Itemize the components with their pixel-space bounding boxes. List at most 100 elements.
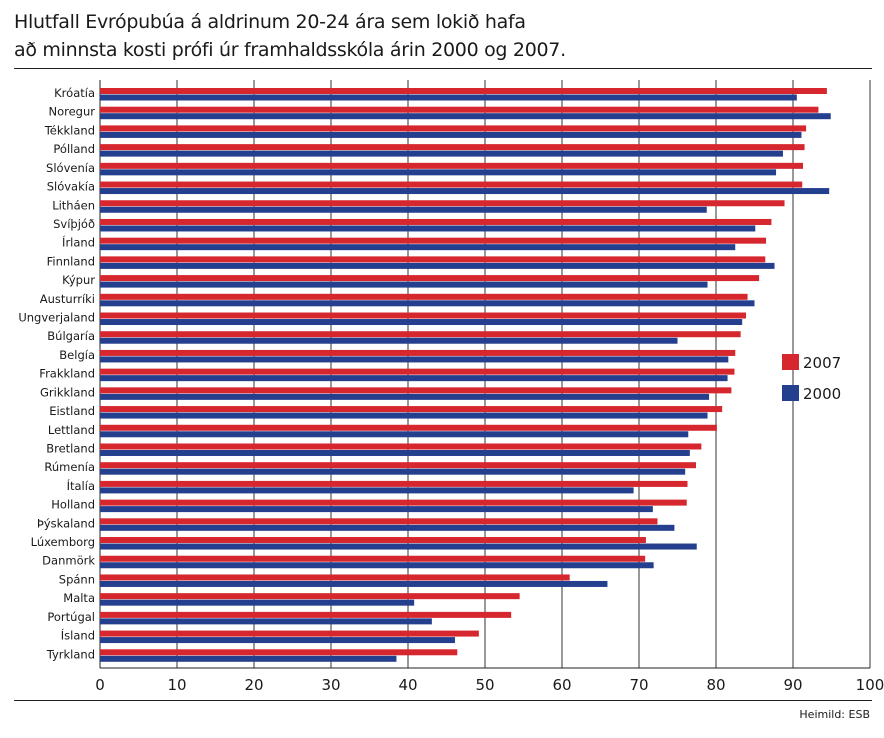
x-tick-label: 100 [856,676,884,694]
bar-2007 [100,144,805,151]
bar-2007 [100,387,732,394]
bar-2000 [100,599,415,606]
legend-label: 2007 [803,354,841,372]
bar-2000 [100,356,729,363]
x-tick-label: 30 [321,676,340,694]
bar-2007 [100,406,723,413]
bar-2000 [100,393,710,400]
category-label: Litháen [52,198,95,212]
x-tick-label: 60 [552,676,571,694]
category-label: Ítalía [67,478,95,493]
category-label: Lettland [48,423,95,437]
bar-2007 [100,537,646,544]
category-label: Lúxemborg [31,535,95,549]
bar-2000 [100,300,755,307]
bar-2000 [100,524,675,531]
bar-2000 [100,449,690,456]
bar-2007 [100,106,819,113]
source-note: Heimild: ESB [799,708,870,721]
bar-2007 [100,331,741,338]
bar-2000 [100,431,689,438]
top-rule [14,68,872,69]
category-label: Rúmenía [44,460,95,474]
bar-2007 [100,218,772,225]
x-tick-label: 90 [783,676,802,694]
bar-2007 [100,499,687,506]
category-label: Spánn [59,572,95,586]
bar-2007 [100,256,766,263]
x-tick-label: 0 [95,676,105,694]
bottom-rule [14,700,872,701]
category-label: Finnland [47,254,95,268]
category-label: Bretland [46,441,95,455]
bar-2000 [100,375,728,382]
bar-2007 [100,424,717,431]
category-label: Slóvenía [46,161,95,175]
bar-2007 [100,349,736,356]
category-label: Frakkland [39,367,95,381]
category-label: Króatía [54,86,95,100]
category-label: Portúgal [47,610,95,624]
category-label: Eistland [49,404,95,418]
category-label: Danmörk [42,554,95,568]
category-label: Tékkland [44,123,95,137]
legend-label: 2000 [803,385,841,403]
bar-2007 [100,200,785,207]
bar-2000 [100,655,397,662]
bar-2007 [100,88,827,94]
bar-2007 [100,611,512,618]
legend-swatch-2000 [782,385,799,401]
bar-2000 [100,543,697,550]
bar-2007 [100,574,570,581]
bar-2000 [100,225,756,232]
bar-2000 [100,562,654,569]
category-label: Þýskaland [37,516,95,530]
bar-2000 [100,188,830,195]
category-label: Malta [63,591,95,605]
x-tick-label: 70 [629,676,648,694]
bar-2007 [100,368,735,375]
bar-2000 [100,468,686,475]
bar-2007 [100,237,767,244]
title-line-2: að minnsta kosti prófi úr framhaldsskóla… [14,39,566,61]
bar-2007 [100,649,458,656]
bar-2007 [100,443,702,450]
category-label: Holland [51,498,95,512]
category-label: Írland [62,235,95,250]
bar-2000 [100,281,708,288]
bar-2007 [100,593,520,600]
category-label: Pólland [53,142,95,156]
bar-2007 [100,162,804,169]
bar-2000 [100,319,743,326]
bar-2000 [100,206,707,213]
chart-title: Hlutfall Evrópubúa á aldrinum 20-24 ára … [14,8,566,64]
bar-2007 [100,181,803,188]
bar-2000 [100,150,783,157]
category-label: Belgía [59,348,95,362]
category-label: Kýpur [62,273,95,287]
category-label: Austurríki [40,292,95,306]
bar-2007 [100,275,760,282]
category-label: Grikkland [40,385,95,399]
category-label: Tyrkland [46,647,95,661]
category-label: Ísland [61,628,95,643]
category-label: Noregur [48,105,95,119]
bar-2000 [100,244,736,251]
bar-2000 [100,131,802,138]
bar-2000 [100,637,455,644]
bar-2007 [100,480,688,487]
title-line-1: Hlutfall Evrópubúa á aldrinum 20-24 ára … [14,11,526,33]
x-tick-label: 40 [398,676,417,694]
x-tick-label: 80 [706,676,725,694]
x-tick-label: 10 [167,676,186,694]
bar-2007 [100,312,747,319]
category-label: Slóvakía [47,180,95,194]
bar-2000 [100,618,432,625]
bar-2007 [100,125,807,132]
bar-2000 [100,262,775,269]
category-label: Svíþjóð [53,217,95,231]
bar-2000 [100,580,608,587]
legend-swatch-2007 [782,354,799,370]
